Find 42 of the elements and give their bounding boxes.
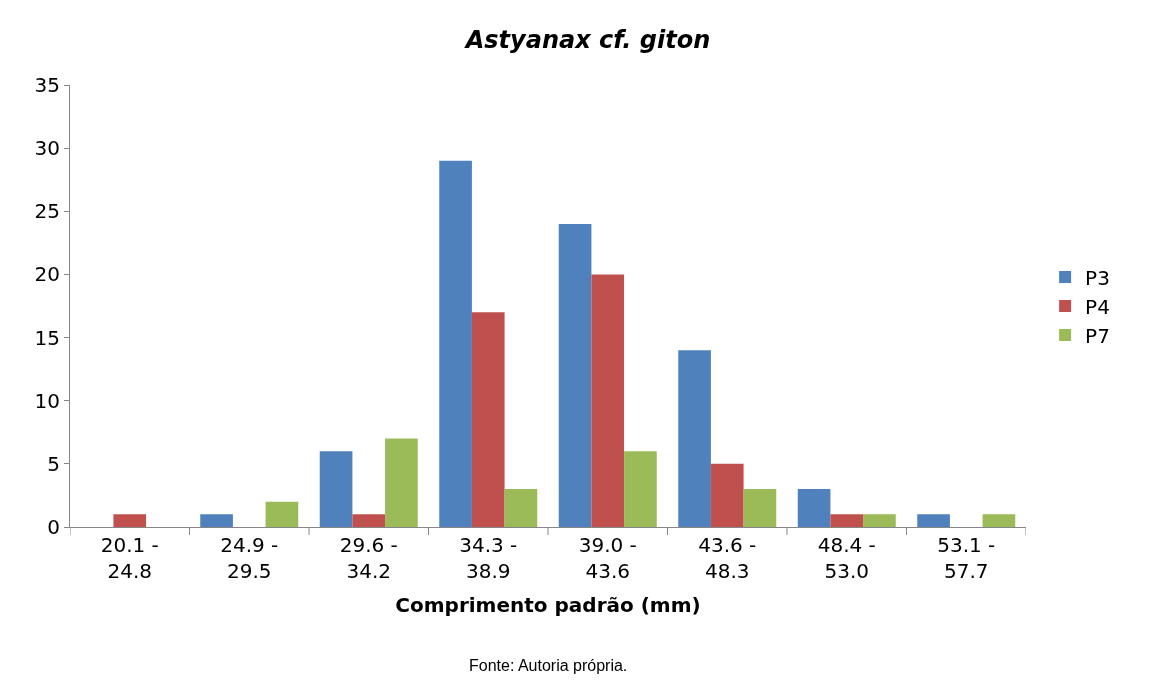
y-tick-label: 20: [34, 262, 60, 287]
bar: [863, 514, 896, 527]
bar: [624, 451, 657, 527]
legend-label: P7: [1085, 323, 1110, 348]
bar: [982, 514, 1016, 527]
bar: [200, 514, 233, 527]
x-tick-label: 43.6 - 48.3: [698, 533, 757, 583]
y-tick-label: 15: [34, 325, 60, 350]
y-tick-label: 35: [34, 73, 60, 97]
y-tick-label: 0: [47, 515, 60, 539]
bar: [917, 514, 950, 527]
x-tick-label: 34.3 - 38.9: [459, 533, 518, 583]
x-tick-label: 29.6 - 34.2: [339, 533, 398, 583]
bar: [113, 514, 147, 527]
bar: [591, 274, 625, 527]
bar: [352, 514, 386, 527]
bar: [558, 223, 592, 527]
x-tick-label: 48.4 - 53.0: [817, 533, 876, 583]
bar: [678, 350, 711, 527]
source-note: Fonte: Autoria própria.: [469, 657, 628, 674]
bar: [265, 501, 299, 527]
bar: [439, 160, 472, 527]
y-tick-label: 30: [34, 136, 60, 161]
bar: [471, 312, 505, 527]
x-tick-label: 24.9 - 29.5: [220, 533, 279, 583]
bar: [710, 463, 744, 527]
bar: [743, 489, 777, 527]
bar: [504, 489, 538, 527]
legend-label: P3: [1085, 265, 1110, 290]
x-tick-label: 53.1 - 57.7: [937, 533, 996, 583]
legend-label: P4: [1085, 294, 1110, 319]
chart-title: Astyanax cf. giton: [463, 25, 711, 54]
x-tick-label: 39.0 - 43.6: [578, 533, 637, 583]
bar: [830, 514, 864, 527]
y-tick-label: 10: [34, 388, 60, 413]
y-tick-label: 25: [34, 199, 60, 224]
y-tick-label: 5: [47, 451, 60, 476]
bar: [797, 489, 831, 527]
x-tick-label: 20.1 - 24.8: [100, 533, 159, 583]
bar: [319, 451, 353, 527]
bar: [385, 438, 418, 527]
x-axis-title: Comprimento padrão (mm): [395, 592, 701, 617]
